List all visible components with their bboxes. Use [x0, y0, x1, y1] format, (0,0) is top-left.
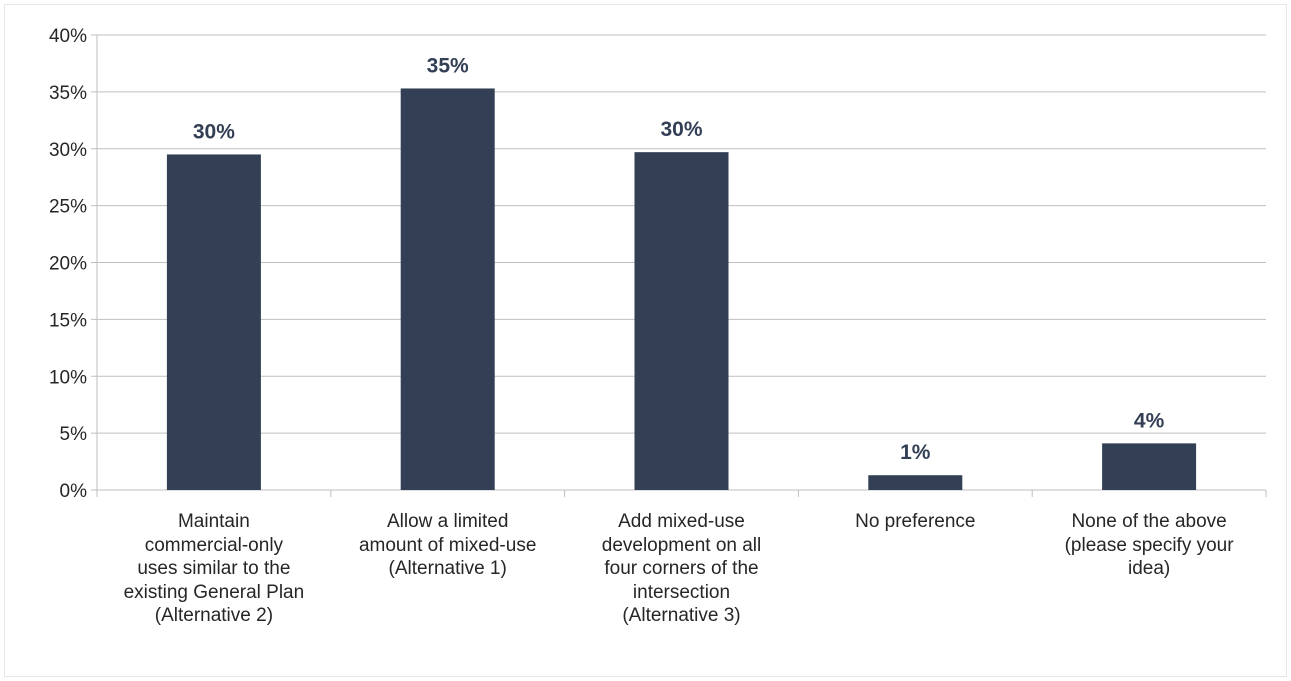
x-category-label: No preference [855, 511, 976, 532]
chart-frame [4, 4, 1287, 677]
x-category-label: Allow a limited amount of mixed-use (Alt… [358, 511, 537, 579]
y-tick-label: 5% [60, 424, 88, 445]
data-label: 1% [900, 441, 931, 464]
y-tick-label: 20% [49, 254, 87, 275]
x-category-label: Maintain commercial-only uses similar to… [123, 511, 305, 626]
y-tick-label: 0% [60, 481, 88, 502]
bar [400, 88, 495, 491]
x-category-label: Add mixed-use development on all four co… [601, 511, 762, 626]
bar [166, 154, 261, 490]
y-tick-label: 40% [49, 26, 87, 47]
y-tick-label: 25% [49, 197, 87, 218]
y-tick-label: 15% [49, 310, 87, 331]
data-label: 30% [660, 118, 702, 141]
data-label: 35% [427, 54, 469, 77]
data-label: 4% [1134, 409, 1165, 432]
data-label: 30% [193, 120, 235, 143]
y-tick-label: 35% [49, 83, 87, 104]
y-tick-label: 30% [49, 140, 87, 161]
y-tick-label: 10% [49, 367, 87, 388]
bar [868, 475, 963, 490]
bar [634, 152, 729, 490]
bar [1102, 443, 1197, 490]
x-category-label: None of the above (please specify your i… [1064, 511, 1234, 579]
